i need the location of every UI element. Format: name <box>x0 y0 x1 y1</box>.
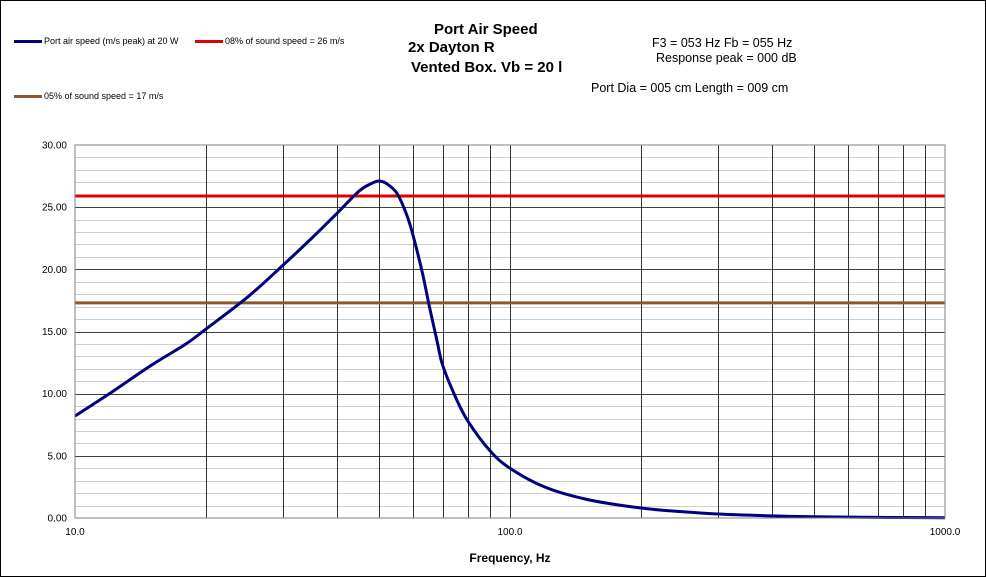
grid-layer <box>75 145 945 518</box>
series-port-air-speed-line <box>74 179 946 520</box>
ticks-layer: 0.00 5.00 10.00 15.00 20.00 25.00 30.00 10.0 100… <box>42 141 961 539</box>
y-tick-label: 5.00 <box>48 451 68 462</box>
legend-label-8pct-sound-speed: 08% of sound speed = 26 m/s <box>225 36 345 46</box>
chart-title-line-2: 2x Dayton R <box>408 39 495 56</box>
y-tick-label: 30.00 <box>42 141 67 152</box>
y-tick-label: 20.00 <box>42 265 67 276</box>
legend-label-5pct-sound-speed: 05% of sound speed = 17 m/s <box>44 91 164 101</box>
x-tick-label: 100.0 <box>497 527 522 538</box>
y-tick-label: 10.00 <box>42 389 67 400</box>
legend-swatch-port-air-speed <box>14 40 42 43</box>
info-f3-fb: F3 = 053 Hz Fb = 055 Hz <box>652 36 793 50</box>
x-axis-title: Frequency, Hz <box>469 551 550 565</box>
legend-swatch-8pct-sound-speed <box>195 40 223 43</box>
y-tick-label: 0.00 <box>48 514 68 525</box>
info-response-peak: Response peak = 000 dB <box>656 51 797 65</box>
legend-label-port-air-speed: Port air speed (m/s peak) at 20 W <box>44 36 179 46</box>
chart-title-line-1: Port Air Speed <box>434 21 538 38</box>
y-tick-label: 25.00 <box>42 203 67 214</box>
series-layer <box>74 179 946 520</box>
chart-title-line-3: Vented Box, Vb = 20 l <box>411 59 563 72</box>
x-tick-label: 1000.0 <box>930 527 961 538</box>
info-port-dimensions: Port Dia = 005 cm Length = 009 cm <box>591 81 789 95</box>
plot-area-border <box>74 144 946 519</box>
legend-swatch-5pct-sound-speed <box>14 95 42 98</box>
y-tick-label: 15.00 <box>42 327 67 338</box>
x-tick-label: 10.0 <box>65 527 85 538</box>
